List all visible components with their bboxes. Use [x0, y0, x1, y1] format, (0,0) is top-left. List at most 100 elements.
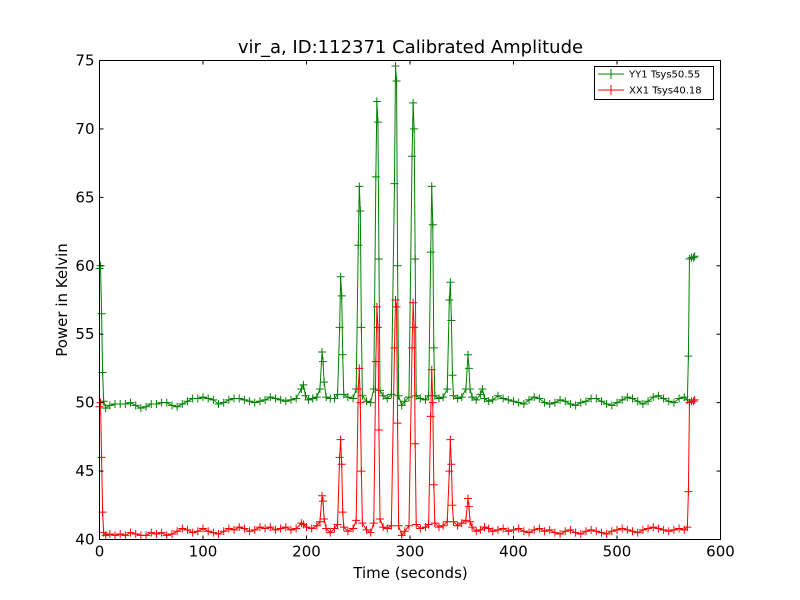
data-point	[638, 400, 647, 409]
x-tick-label: 600	[706, 543, 735, 561]
data-point	[111, 531, 120, 540]
data-point	[183, 525, 192, 534]
y-tick-label: 50	[75, 394, 94, 412]
data-point	[204, 527, 213, 536]
data-point	[320, 378, 329, 387]
data-point	[391, 296, 400, 304]
data-point	[299, 380, 308, 389]
data-point	[447, 460, 456, 469]
data-point	[116, 530, 125, 539]
data-point	[445, 296, 454, 304]
data-point	[209, 395, 218, 404]
y-tick-label: 55	[75, 325, 94, 343]
data-point	[638, 525, 647, 534]
data-point	[530, 393, 539, 402]
y-tick-label: 75	[75, 52, 94, 70]
data-point	[556, 530, 565, 539]
data-point	[669, 525, 678, 534]
data-point	[449, 391, 458, 400]
data-point	[193, 394, 202, 403]
data-point	[683, 523, 692, 532]
data-point	[654, 391, 663, 400]
y-tick-label: 45	[75, 462, 94, 480]
data-point	[684, 352, 693, 361]
data-point	[372, 302, 381, 311]
data-point	[292, 524, 301, 533]
data-point	[664, 397, 673, 406]
data-point	[550, 528, 559, 537]
data-point	[404, 521, 413, 530]
data-point	[235, 523, 244, 532]
data-point	[411, 439, 420, 448]
x-tick-label: 0	[95, 543, 105, 561]
data-point	[654, 524, 663, 533]
data-point	[357, 323, 366, 332]
data-point	[644, 397, 653, 406]
data-point	[488, 395, 497, 404]
data-point	[319, 497, 328, 506]
data-point	[375, 386, 384, 395]
data-point	[131, 530, 140, 539]
data-point	[411, 254, 420, 263]
data-point	[453, 521, 462, 530]
data-point	[147, 528, 156, 537]
data-point	[428, 220, 437, 229]
chart-title: vir_a, ID:112371 Calibrated Amplitude	[238, 37, 583, 58]
data-point	[354, 384, 363, 393]
data-point	[333, 520, 342, 529]
data-point	[261, 395, 270, 404]
data-point	[400, 397, 409, 406]
data-point	[493, 525, 502, 534]
series-xx1	[95, 296, 699, 540]
data-point	[319, 357, 328, 366]
x-tick-label: 100	[189, 543, 218, 561]
data-point	[446, 278, 455, 287]
data-point	[322, 393, 331, 402]
data-point	[499, 394, 508, 403]
data-point	[493, 391, 502, 400]
data-point	[240, 395, 249, 404]
data-point	[488, 527, 497, 536]
data-point	[581, 397, 590, 406]
axis-ticks: 0 100 200 300 400 500 600 40 45 50 55 60 65 70 75	[75, 52, 734, 561]
data-point	[409, 298, 418, 307]
data-point	[336, 435, 345, 444]
data-point	[566, 400, 575, 409]
data-point	[659, 525, 668, 534]
data-point	[308, 394, 317, 403]
data-point	[390, 343, 399, 352]
data-point	[545, 525, 554, 534]
data-point	[689, 253, 698, 262]
data-point	[613, 525, 621, 534]
data-point	[358, 519, 367, 528]
data-point	[449, 517, 458, 526]
data-point	[434, 523, 443, 532]
data-point	[623, 393, 632, 402]
data-point	[390, 179, 399, 188]
data-point	[371, 357, 380, 366]
data-point	[394, 521, 403, 530]
data-point	[178, 400, 187, 409]
data-point	[379, 391, 388, 400]
data-point	[374, 254, 383, 263]
data-point	[426, 248, 435, 257]
data-point	[540, 398, 549, 407]
data-point	[121, 400, 130, 409]
data-point	[173, 527, 182, 536]
data-point	[463, 494, 472, 503]
data-point	[480, 523, 489, 532]
data-point	[468, 523, 477, 532]
data-point	[173, 402, 182, 411]
data-point	[335, 453, 344, 462]
legend-label-yy1: YY1 Tsys50.55	[628, 70, 700, 81]
data-point	[281, 523, 290, 532]
data-point	[466, 517, 475, 526]
data-point	[136, 404, 145, 413]
data-point	[484, 524, 493, 533]
data-point	[286, 525, 295, 534]
data-point	[183, 397, 192, 406]
data-point	[581, 527, 590, 536]
data-point	[338, 350, 347, 359]
data-point	[219, 527, 228, 536]
data-point	[468, 393, 477, 402]
